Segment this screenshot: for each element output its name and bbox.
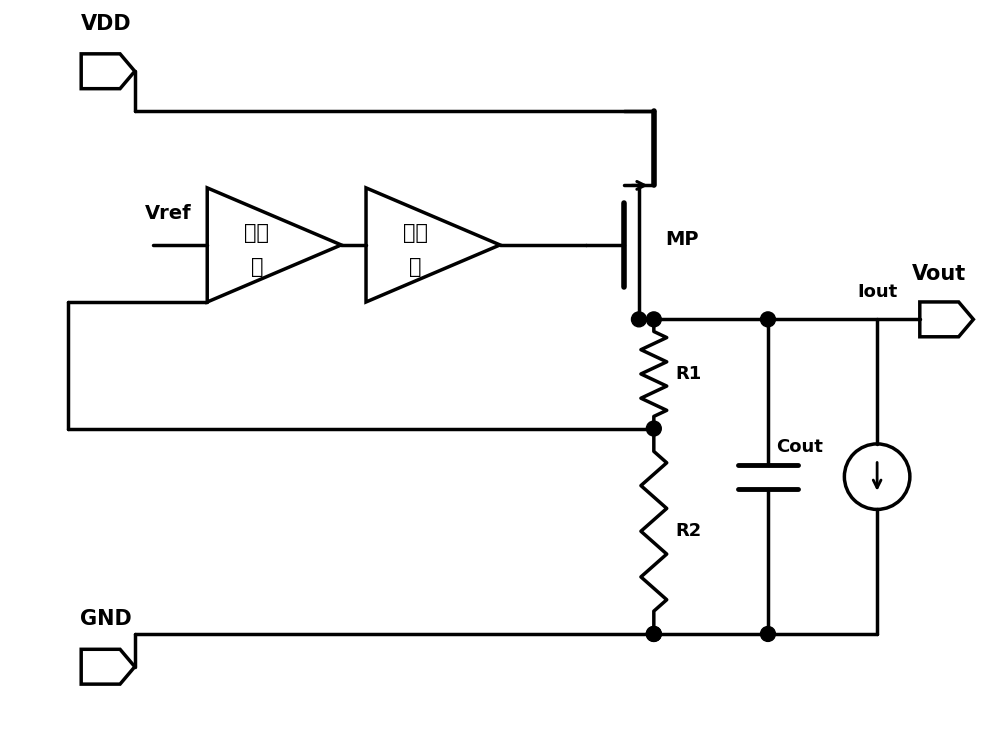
- Circle shape: [646, 421, 661, 436]
- Text: R2: R2: [676, 523, 702, 540]
- Text: Vout: Vout: [912, 264, 966, 283]
- Circle shape: [761, 312, 775, 327]
- Circle shape: [631, 312, 646, 327]
- Text: 器: 器: [251, 257, 263, 277]
- Text: R1: R1: [676, 365, 702, 383]
- Circle shape: [646, 627, 661, 642]
- Text: Vref: Vref: [145, 204, 191, 223]
- Circle shape: [761, 627, 775, 642]
- Text: 缓冲: 缓冲: [403, 223, 428, 243]
- Circle shape: [646, 627, 661, 642]
- Text: 放大: 放大: [244, 223, 269, 243]
- Text: 器: 器: [409, 257, 422, 277]
- Circle shape: [646, 312, 661, 327]
- Text: Iout: Iout: [857, 283, 897, 302]
- Text: MP: MP: [666, 230, 699, 250]
- Text: Cout: Cout: [776, 438, 823, 456]
- Text: GND: GND: [80, 609, 132, 629]
- Text: VDD: VDD: [81, 13, 131, 34]
